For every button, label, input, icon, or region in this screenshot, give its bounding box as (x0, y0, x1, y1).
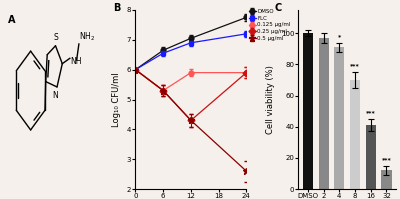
Text: B: B (113, 3, 121, 13)
Text: NH$_2$: NH$_2$ (79, 31, 95, 43)
Text: C: C (274, 3, 281, 13)
Legend: DMSO, FLC, 0.125 μg/ml, 0.25 μg/ml, 0.5 μg/ml: DMSO, FLC, 0.125 μg/ml, 0.25 μg/ml, 0.5 … (249, 9, 291, 41)
Bar (350, 80, 360, 189)
Text: ***: *** (382, 157, 391, 162)
Bar (366, 125, 376, 189)
Bar (334, 47, 344, 189)
Text: ***: *** (350, 63, 360, 68)
Text: NH: NH (70, 57, 82, 66)
Bar (381, 170, 392, 189)
Text: *: * (338, 34, 341, 39)
Text: S: S (54, 33, 59, 42)
Y-axis label: Cell viability (%): Cell viability (%) (266, 65, 275, 134)
Y-axis label: Log₁₀ CFU/ml: Log₁₀ CFU/ml (112, 72, 121, 127)
Bar (303, 33, 313, 189)
Bar (318, 38, 329, 189)
Text: ***: *** (366, 110, 376, 115)
Text: A: A (8, 15, 16, 25)
Text: N: N (53, 91, 58, 100)
